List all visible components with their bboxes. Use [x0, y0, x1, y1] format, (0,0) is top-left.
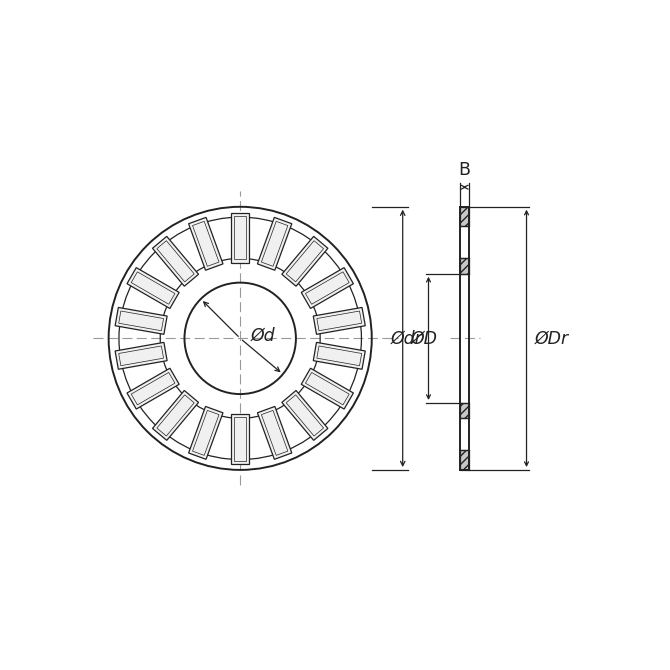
Polygon shape	[282, 391, 328, 440]
Polygon shape	[127, 369, 179, 409]
Polygon shape	[282, 237, 328, 286]
Polygon shape	[302, 369, 353, 409]
Polygon shape	[231, 213, 249, 263]
Text: ØD: ØD	[411, 330, 438, 347]
Text: Ød: Ød	[251, 327, 275, 345]
Polygon shape	[153, 237, 198, 286]
Polygon shape	[231, 414, 249, 464]
Text: ØDr: ØDr	[534, 330, 568, 347]
Polygon shape	[460, 450, 469, 470]
Text: B: B	[458, 161, 470, 180]
Polygon shape	[314, 308, 365, 334]
Polygon shape	[188, 217, 223, 270]
Polygon shape	[153, 391, 198, 440]
Polygon shape	[460, 207, 469, 226]
Polygon shape	[460, 259, 469, 274]
Polygon shape	[460, 403, 469, 418]
Polygon shape	[115, 342, 167, 369]
Polygon shape	[257, 407, 292, 460]
Polygon shape	[127, 267, 179, 308]
Text: Ødr: Ødr	[391, 330, 422, 347]
Polygon shape	[314, 342, 365, 369]
Polygon shape	[302, 267, 353, 308]
Polygon shape	[115, 308, 167, 334]
Polygon shape	[257, 217, 292, 270]
Polygon shape	[188, 407, 223, 460]
